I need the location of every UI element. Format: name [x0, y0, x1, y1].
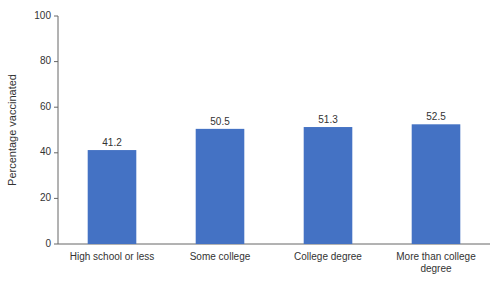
y-tick-label: 80: [40, 55, 52, 66]
x-tick-label: More than collegedegree: [396, 251, 476, 274]
y-axis-label: Percentage vaccinated: [6, 74, 18, 186]
axes: 0 20 40 60 80 100 High school or less Some coll…: [34, 10, 490, 274]
chart-container: 0 20 40 60 80 100 High school or less Some coll…: [0, 0, 500, 294]
data-label: 51.3: [318, 114, 338, 125]
bars: [88, 124, 461, 244]
y-axis-line: [58, 16, 59, 244]
data-label: 41.2: [102, 137, 122, 148]
y-tick: [54, 244, 58, 245]
x-tick-label: High school or less: [70, 251, 154, 262]
y-tick: [54, 198, 58, 199]
bar: [412, 124, 461, 244]
data-label: 50.5: [210, 116, 230, 127]
data-labels: 41.2 50.5 51.3 52.5: [102, 111, 446, 148]
y-tick-label: 0: [45, 238, 51, 249]
y-tick-label: 20: [40, 192, 52, 203]
bar: [304, 127, 353, 244]
y-tick-label: 60: [40, 101, 52, 112]
y-tick: [54, 152, 58, 153]
data-label: 52.5: [426, 111, 446, 122]
y-tick-label: 100: [34, 10, 51, 21]
chart-svg: 0 20 40 60 80 100 High school or less Some coll…: [0, 0, 500, 294]
y-tick: [54, 16, 58, 17]
bar: [196, 129, 245, 244]
x-tick-label: Some college: [190, 251, 251, 262]
y-tick: [54, 107, 58, 108]
bar: [88, 150, 137, 244]
x-tick-label: College degree: [294, 251, 362, 262]
y-tick-label: 40: [40, 146, 52, 157]
y-tick: [54, 61, 58, 62]
